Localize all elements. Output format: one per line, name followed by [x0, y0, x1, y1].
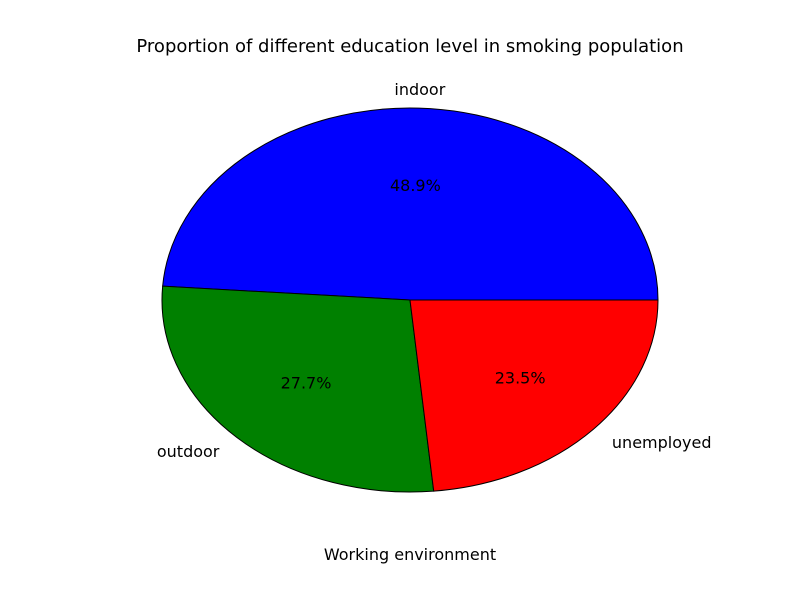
chart-title: Proportion of different education level …	[136, 36, 683, 57]
pie-slices	[161, 107, 659, 493]
pie-slice-indoor	[162, 107, 659, 301]
slice-label-outdoor: outdoor	[157, 442, 220, 461]
pie-labels: 48.9% indoor 27.7% outdoor 23.5% unemployed	[157, 80, 712, 461]
pct-label-unemployed: 23.5%	[495, 368, 546, 387]
slice-label-indoor: indoor	[394, 80, 445, 99]
pct-label-indoor: 48.9%	[390, 176, 441, 195]
pie-slice-unemployed	[409, 299, 659, 492]
slice-label-unemployed: unemployed	[612, 433, 712, 452]
pie-slice-outdoor	[161, 285, 435, 493]
x-axis-label: Working environment	[324, 545, 496, 564]
pct-label-outdoor: 27.7%	[281, 373, 332, 392]
